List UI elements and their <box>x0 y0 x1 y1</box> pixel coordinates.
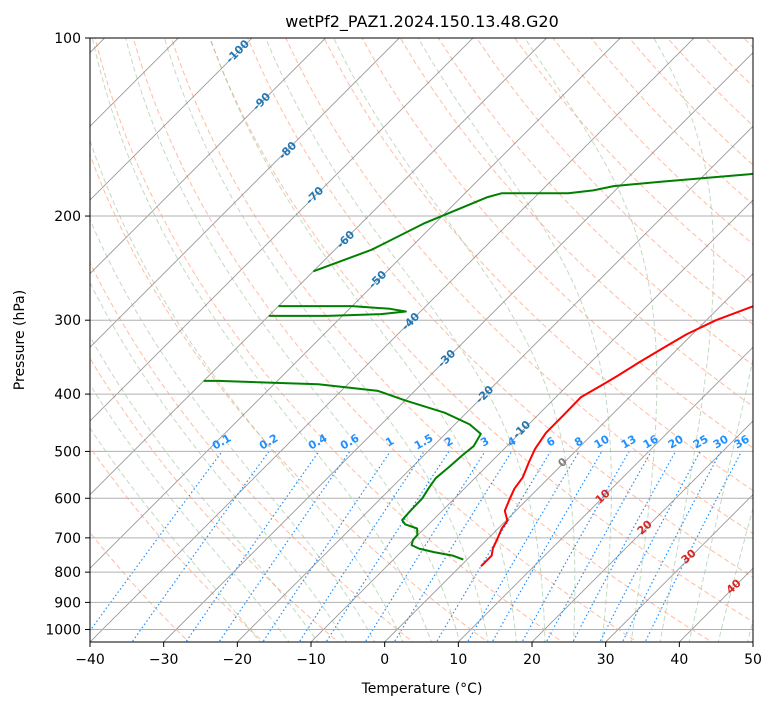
x-tick-label: 20 <box>523 652 541 668</box>
moist-adiabat <box>91 38 432 642</box>
x-tick-label: 0 <box>380 652 389 668</box>
mixing-ratio-line <box>298 451 425 642</box>
dry-adiabat <box>514 38 753 285</box>
dry-adiabat <box>285 38 753 535</box>
y-tick-label: 600 <box>54 491 81 507</box>
y-axis-label: Pressure (hPa) <box>12 290 28 390</box>
dry-adiabat <box>399 38 753 408</box>
plot-frame <box>89 37 754 643</box>
mixing-ratio-line <box>621 451 722 642</box>
mixing-ratio-line <box>90 451 223 632</box>
isotherm-line <box>457 346 753 642</box>
grid-lines <box>90 38 753 642</box>
x-tick-label: 10 <box>449 652 467 668</box>
isotherm-line <box>90 38 179 127</box>
y-tick-label: 800 <box>54 565 81 581</box>
dry-adiabat <box>437 38 753 366</box>
y-tick-label: 100 <box>54 31 81 47</box>
x-axis-label: Temperature (°C) <box>361 681 483 697</box>
mixing-ratio-line <box>325 451 450 642</box>
mixing-ratio-line <box>599 451 701 642</box>
y-tick-label: 700 <box>54 531 81 547</box>
isotherm-line <box>90 38 400 348</box>
isotherm-line <box>90 38 695 642</box>
temperature-line <box>480 305 753 568</box>
mixing-ratio-line <box>218 451 351 642</box>
x-tick-label: 50 <box>744 652 762 668</box>
dewpoint-line <box>268 305 407 317</box>
isotherm-line <box>604 493 753 642</box>
isotherm-line <box>90 38 474 422</box>
isotherm-line <box>90 38 327 275</box>
dry-adiabat <box>247 38 753 578</box>
moist-adiabat <box>90 427 261 642</box>
x-tick-label: 40 <box>670 652 688 668</box>
isotherm-line <box>90 38 621 569</box>
mixing-ratio-line <box>545 451 652 642</box>
x-tick-label: −40 <box>75 652 105 668</box>
isotherm-line <box>236 125 753 642</box>
y-tick-label: 200 <box>54 209 81 225</box>
x-axis-ticks: −40 −30 −20 −10 0 10 20 30 40 50 <box>75 642 762 668</box>
dewpoint-line <box>203 379 482 561</box>
dry-adiabat <box>90 153 489 642</box>
y-tick-label: 1000 <box>45 622 81 638</box>
isotherm-line <box>531 420 753 642</box>
mixing-ratio-line <box>262 451 391 642</box>
y-tick-label: 400 <box>54 387 81 403</box>
isotherm-line <box>162 51 753 642</box>
mixing-ratio-line <box>435 451 552 642</box>
x-tick-label: −30 <box>149 652 179 668</box>
x-tick-label: −20 <box>223 652 253 668</box>
y-axis-ticks: 100 200 300 400 500 600 700 800 900 1000 <box>45 31 90 638</box>
mixing-ratio-line <box>364 451 486 642</box>
mixing-ratio-line <box>393 451 513 642</box>
x-tick-label: −10 <box>296 652 326 668</box>
chart-title: wetPf2_PAZ1.2024.150.13.48.G20 <box>285 12 559 32</box>
moist-adiabat <box>90 383 290 642</box>
isotherm-line <box>90 38 253 201</box>
x-tick-label: 30 <box>597 652 615 668</box>
profile-lines <box>203 172 753 568</box>
dewpoint-line <box>313 172 753 273</box>
y-tick-label: 500 <box>54 444 81 460</box>
mixing-ratio-line <box>185 451 320 642</box>
dry-adiabat <box>170 38 713 642</box>
y-tick-label: 300 <box>54 313 81 329</box>
mixing-ratio-line <box>466 451 580 642</box>
y-tick-label: 900 <box>54 595 81 611</box>
dry-adiabat <box>323 38 753 492</box>
mixing-ratio-line <box>572 451 677 642</box>
isotherm-line <box>90 38 548 496</box>
mixing-ratio-line <box>131 451 270 642</box>
